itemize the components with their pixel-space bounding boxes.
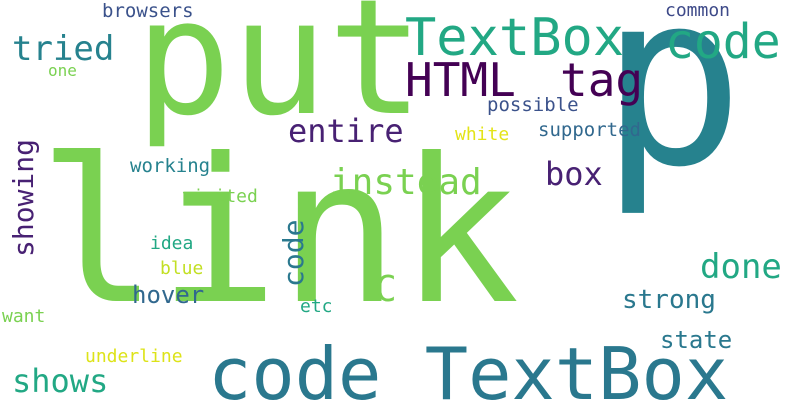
- word-done: done: [700, 250, 782, 284]
- word-blue: blue: [160, 260, 203, 278]
- word-common: common: [665, 2, 730, 20]
- word-strong: strong: [622, 287, 716, 313]
- word-browsers: browsers: [102, 2, 194, 21]
- word-showing: showing: [10, 139, 38, 257]
- word-code-textbox: code TextBox: [208, 338, 728, 400]
- word-code-vertical: code: [280, 220, 308, 287]
- word-idea: idea: [150, 235, 193, 253]
- word-etc: etc: [300, 298, 333, 316]
- word-underline: underline: [85, 348, 183, 366]
- word-possible: possible: [487, 96, 579, 115]
- word-want: want: [2, 308, 45, 326]
- word-entire: entire: [288, 115, 404, 147]
- word-visited: visited: [182, 188, 258, 206]
- word-one: one: [48, 63, 77, 79]
- word-white: white: [455, 126, 509, 144]
- word-supported: supported: [538, 121, 641, 140]
- word-code: code: [665, 18, 781, 66]
- word-working: working: [130, 157, 210, 176]
- word-state: state: [660, 328, 732, 352]
- word-box: box: [545, 158, 603, 190]
- word-instead: instead: [330, 165, 482, 201]
- word-c: C: [375, 272, 397, 308]
- word-hover: hover: [132, 283, 204, 307]
- word-shows: shows: [12, 365, 108, 397]
